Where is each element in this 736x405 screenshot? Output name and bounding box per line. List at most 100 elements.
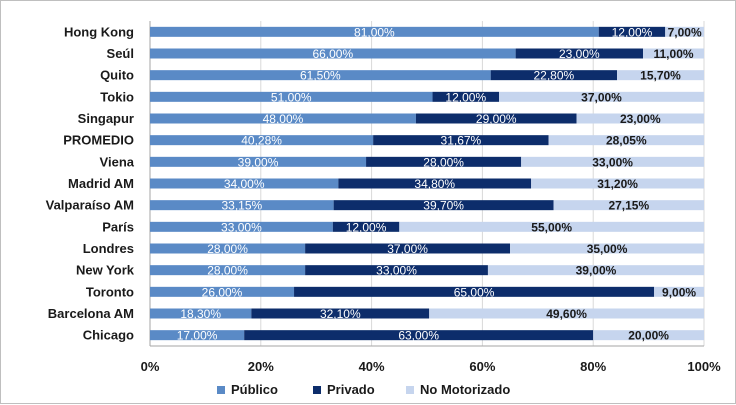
- data-label: 81,00%: [354, 25, 395, 39]
- bar-segment-no-motorizado: [499, 91, 704, 102]
- category-label: Londres: [83, 241, 134, 256]
- data-label: 7,00%: [668, 25, 702, 39]
- bar-segment-no-motorizado: [487, 265, 704, 276]
- data-label: 32,10%: [320, 307, 361, 321]
- bar-segment-no-motorizado: [399, 221, 704, 232]
- data-label: 37,00%: [581, 90, 622, 104]
- data-label: 65,00%: [454, 285, 495, 299]
- bar-segment-público: [150, 308, 252, 319]
- bar-segment-privado: [373, 135, 549, 146]
- data-label: 18,30%: [180, 307, 221, 321]
- bar-segment-no-motorizado: [548, 135, 704, 146]
- bar-segment-público: [150, 91, 433, 102]
- category-label: Barcelona AM: [48, 306, 134, 321]
- legend: Público Privado No Motorizado: [217, 382, 510, 397]
- bar-segment-público: [150, 265, 306, 276]
- category-label: New York: [76, 263, 135, 278]
- data-label: 20,00%: [628, 329, 669, 343]
- data-label: 31,67%: [441, 134, 482, 148]
- bar-segment-privado: [305, 265, 488, 276]
- data-label: 33,15%: [221, 199, 262, 213]
- data-label: 39,00%: [576, 264, 617, 278]
- legend-label: Privado: [327, 382, 375, 397]
- category-label: Seúl: [107, 46, 134, 61]
- data-label: 12,00%: [346, 220, 387, 234]
- data-label: 26,00%: [202, 285, 243, 299]
- data-label: 27,15%: [608, 199, 649, 213]
- bar-segment-público: [150, 26, 599, 37]
- data-label: 28,00%: [207, 242, 248, 256]
- bar-segment-privado: [338, 178, 532, 189]
- bar-segment-no-motorizado: [617, 70, 704, 81]
- category-label: París: [102, 219, 134, 234]
- category-label: Hong Kong: [64, 24, 134, 39]
- data-label: 35,00%: [587, 242, 628, 256]
- data-label: 49,60%: [546, 307, 587, 321]
- data-label: 61,50%: [300, 69, 341, 83]
- bar-segment-público: [150, 135, 374, 146]
- data-label: 22,80%: [534, 69, 575, 83]
- data-label: 33,00%: [592, 155, 633, 169]
- data-label: 23,00%: [620, 112, 661, 126]
- category-label: Chicago: [83, 328, 134, 343]
- data-label: 23,00%: [559, 47, 600, 61]
- bar-segment-privado: [305, 243, 511, 254]
- bar-segment-público: [150, 330, 245, 341]
- data-label: 63,00%: [398, 329, 439, 343]
- data-label: 28,00%: [423, 155, 464, 169]
- x-tick-label: 20%: [248, 359, 274, 374]
- data-label: 40,28%: [241, 134, 282, 148]
- bar-segment-público: [150, 286, 295, 297]
- bar-segment-no-motorizado: [665, 26, 704, 37]
- bar-segment-privado: [333, 200, 554, 211]
- legend-swatch: [217, 386, 225, 394]
- bar-segment-público: [150, 48, 516, 59]
- legend-label: No Motorizado: [420, 382, 510, 397]
- bar-segment-privado: [251, 308, 430, 319]
- data-label: 37,00%: [387, 242, 428, 256]
- bars: 81,00% 12,00% 7,00% 66,00% 23,00% 11,00% 61,50…: [150, 25, 704, 343]
- bar-segment-privado: [294, 286, 655, 297]
- x-tick-label: 0%: [141, 359, 160, 374]
- data-label: 48,00%: [263, 112, 304, 126]
- bar-segment-no-motorizado: [643, 48, 704, 59]
- bar-segment-no-motorizado: [593, 330, 704, 341]
- bar-segment-no-motorizado: [531, 178, 704, 189]
- data-label: 51,00%: [271, 90, 312, 104]
- x-tick-label: 60%: [469, 359, 495, 374]
- bar-segment-privado: [490, 70, 618, 81]
- category-label: Quito: [100, 68, 134, 83]
- data-label: 55,00%: [531, 220, 572, 234]
- legend-swatch: [313, 386, 321, 394]
- data-label: 12,00%: [445, 90, 486, 104]
- data-label: 33,00%: [221, 220, 262, 234]
- bar-segment-privado: [432, 91, 500, 102]
- bar-segment-público: [150, 178, 339, 189]
- legend-label: Público: [231, 382, 278, 397]
- x-tick-label: 80%: [580, 359, 606, 374]
- category-label: Singapur: [78, 111, 134, 126]
- data-label: 28,05%: [606, 134, 647, 148]
- category-label: Toronto: [86, 284, 134, 299]
- category-label: Madrid AM: [68, 176, 134, 191]
- bar-segment-público: [150, 200, 334, 211]
- bar-segment-público: [150, 221, 333, 232]
- category-label: Tokio: [100, 89, 134, 104]
- data-label: 66,00%: [312, 47, 353, 61]
- data-label: 17,00%: [177, 329, 218, 343]
- bar-segment-privado: [515, 48, 644, 59]
- bar-segment-público: [150, 70, 491, 81]
- data-label: 33,00%: [376, 264, 417, 278]
- bar-segment-público: [150, 243, 306, 254]
- category-label: Viena: [100, 154, 135, 169]
- bar-segment-no-motorizado: [654, 286, 704, 297]
- bar-segment-no-motorizado: [553, 200, 704, 211]
- bar-segment-privado: [598, 26, 666, 37]
- bar-segment-privado: [244, 330, 594, 341]
- data-label: 29,00%: [476, 112, 517, 126]
- data-label: 11,00%: [654, 47, 694, 61]
- data-label: 34,80%: [414, 177, 455, 191]
- bar-segment-privado: [415, 113, 577, 124]
